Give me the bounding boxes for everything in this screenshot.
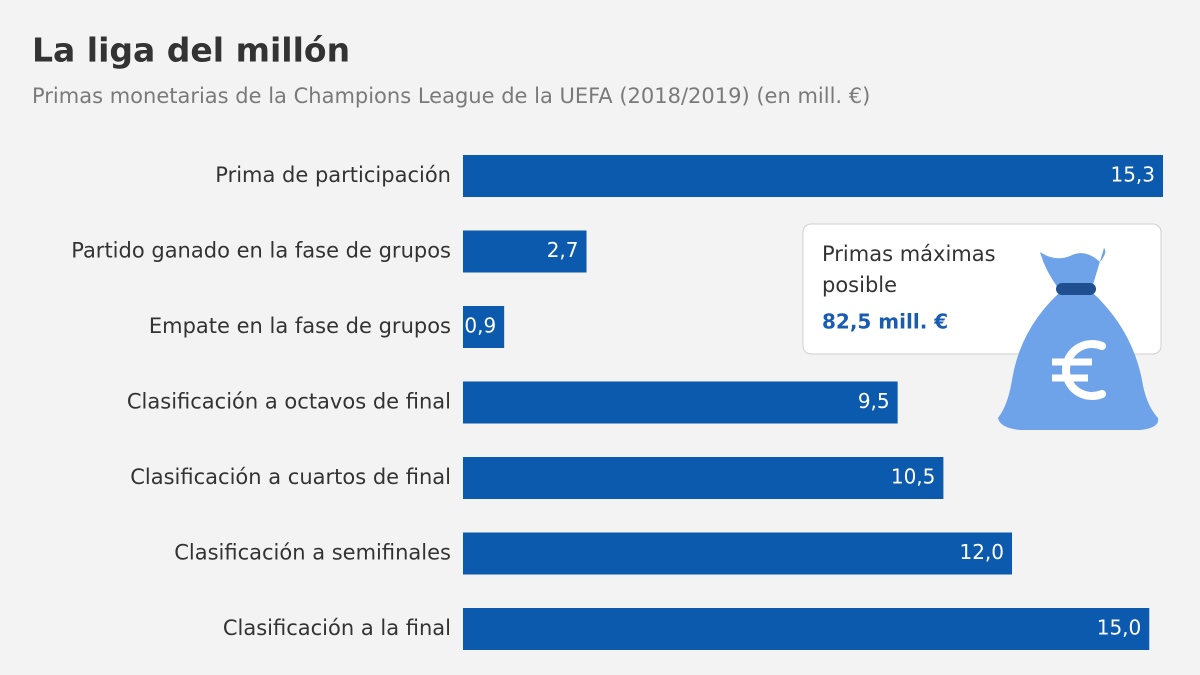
category-label: Clasificación a la final [223, 616, 451, 640]
value-label: 2,7 [547, 238, 579, 262]
annotation-highlight: 82,5 mill. € [822, 310, 948, 334]
category-label: Clasificación a cuartos de final [130, 465, 451, 489]
annotation-text: posible [822, 273, 897, 297]
money-bag-icon [998, 248, 1159, 430]
bar [463, 532, 1013, 575]
category-label: Clasificación a octavos de final [127, 390, 451, 414]
bar [463, 381, 898, 424]
chart-title: La liga del millón [32, 31, 350, 70]
value-label: 0,9 [464, 314, 496, 338]
bar [463, 608, 1150, 650]
bar [463, 306, 505, 348]
category-label: Empate en la fase de grupos [149, 314, 451, 338]
category-label: Clasificación a semifinales [174, 541, 451, 565]
bar [463, 155, 1163, 197]
bar [463, 230, 587, 273]
value-label: 9,5 [858, 389, 890, 413]
category-label: Partido ganado en la fase de grupos [71, 239, 451, 263]
annotation-text: Primas máximas [822, 242, 996, 266]
category-label: Prima de participación [215, 163, 451, 187]
value-label: 15,0 [1097, 616, 1142, 640]
value-label: 15,3 [1110, 163, 1155, 187]
bar [463, 457, 944, 499]
chart-subtitle: Primas monetarias de la Champions League… [32, 84, 870, 108]
value-label: 12,0 [959, 540, 1004, 564]
value-label: 10,5 [891, 465, 936, 489]
